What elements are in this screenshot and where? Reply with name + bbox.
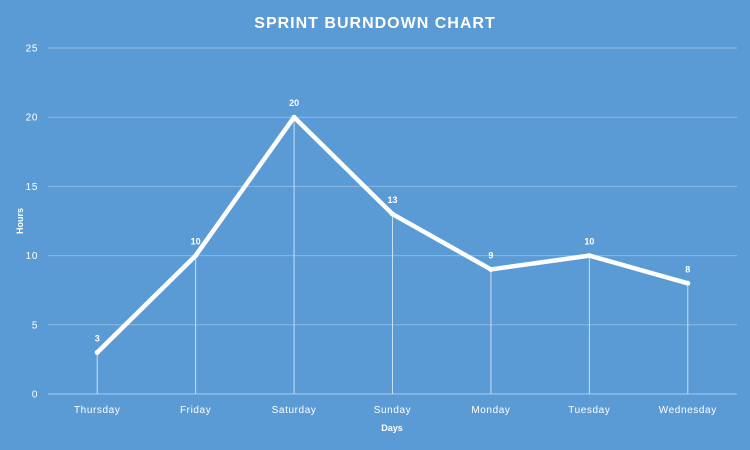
x-tick-label: Tuesday <box>568 405 610 416</box>
data-point <box>390 211 395 217</box>
y-tick-label: 5 <box>32 320 38 331</box>
series-group <box>94 114 691 355</box>
y-tick-label: 20 <box>26 113 38 124</box>
data-point <box>685 280 691 286</box>
data-label: 9 <box>488 250 493 260</box>
chart-title: SPRINT BURNDOWN CHART <box>254 15 495 32</box>
data-label: 10 <box>191 237 201 247</box>
data-point <box>94 349 100 355</box>
x-tick-label: Monday <box>471 405 510 416</box>
x-tick-label: Friday <box>180 405 211 416</box>
x-tick-label: Wednesday <box>659 405 717 416</box>
data-label: 3 <box>95 333 100 343</box>
data-point <box>488 266 494 272</box>
x-axis-ticks: Thursday Friday Saturday Sunday Monday Tuesda… <box>74 405 717 416</box>
data-label: 20 <box>289 98 299 108</box>
drop-lines <box>96 117 689 394</box>
data-label: 8 <box>685 264 690 274</box>
x-tick-label: Sunday <box>374 405 412 416</box>
data-point <box>586 253 592 259</box>
data-point <box>193 253 199 259</box>
x-tick-label: Thursday <box>74 405 121 416</box>
data-point <box>291 114 297 120</box>
y-tick-label: 25 <box>26 44 38 55</box>
data-labels: 3 10 20 13 9 10 8 <box>95 98 691 343</box>
y-tick-label: 0 <box>32 390 38 401</box>
x-axis-title: Days <box>381 423 403 433</box>
y-tick-label: 15 <box>26 182 38 193</box>
y-tick-label: 10 <box>26 251 38 262</box>
data-label: 13 <box>387 195 397 205</box>
x-tick-label: Saturday <box>272 405 317 416</box>
y-axis-ticks: 0 5 10 15 20 25 <box>26 44 38 401</box>
y-axis-title: Hours <box>15 208 25 234</box>
data-label: 10 <box>584 237 594 247</box>
